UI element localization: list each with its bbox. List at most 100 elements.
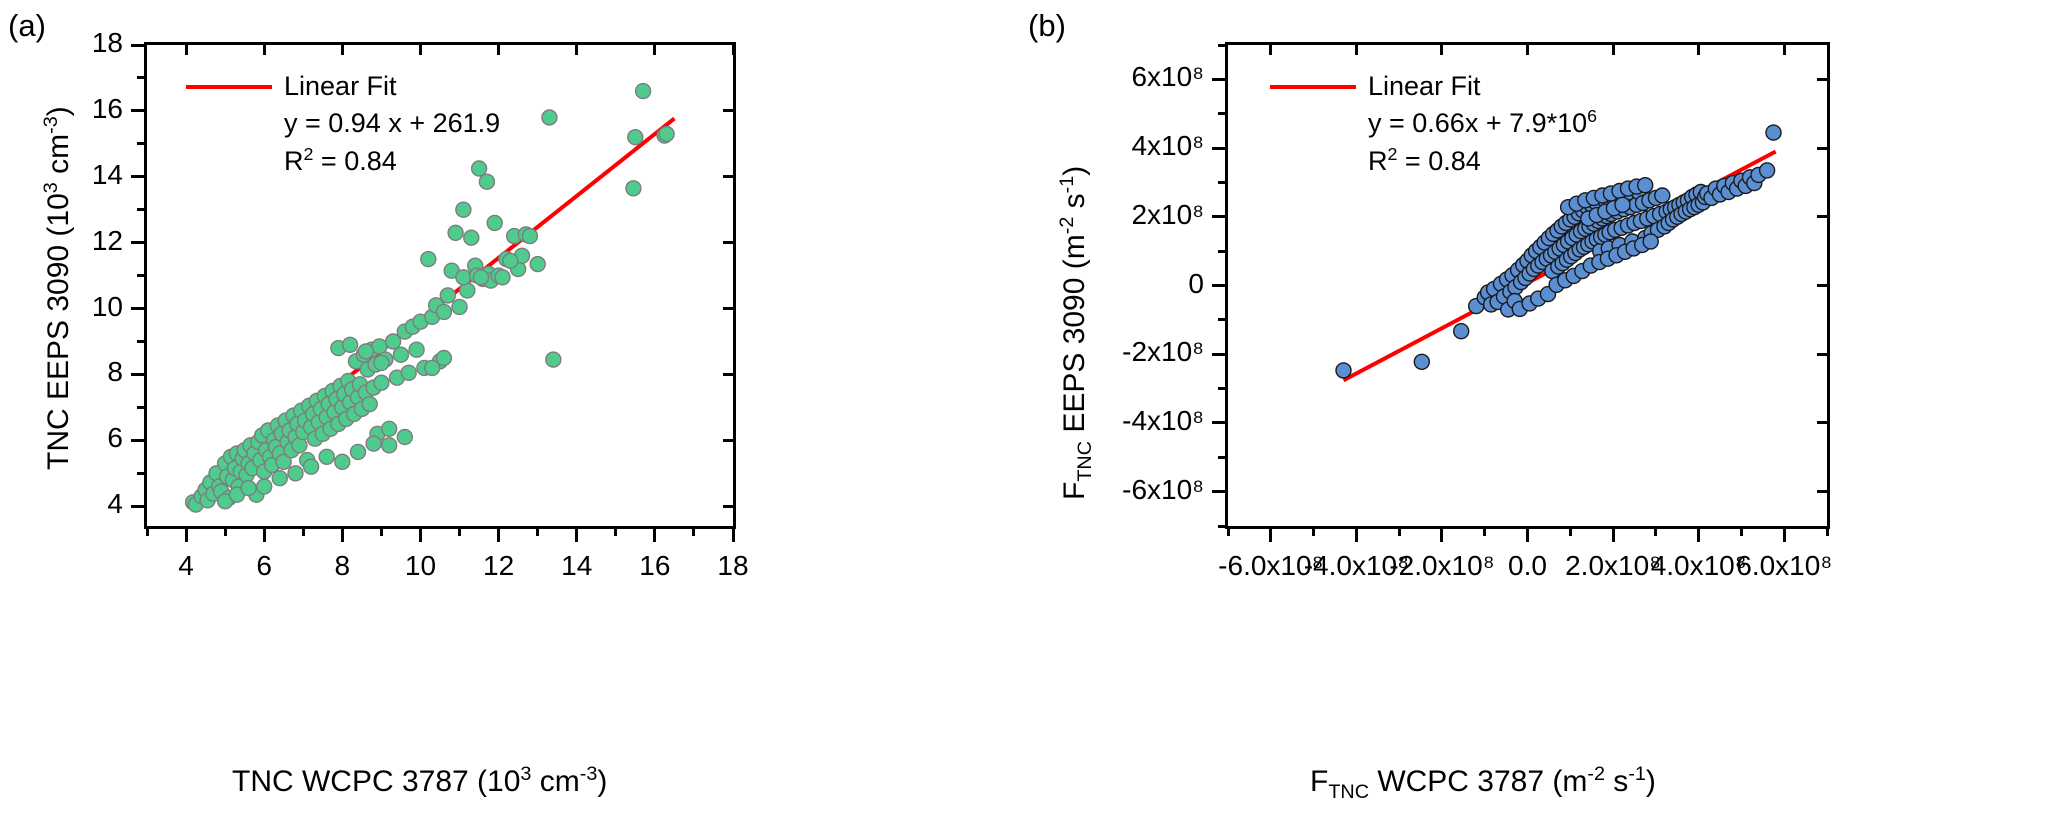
y-tick-label: 6x10⁸ (1131, 61, 1204, 93)
x-top-tick (262, 45, 266, 55)
x-minor-tick (379, 529, 383, 536)
y-tick-label: -4x10⁸ (1122, 404, 1204, 436)
data-point (349, 443, 367, 461)
x-tick-label: 4 (178, 550, 194, 581)
x-major-tick (1697, 529, 1701, 542)
y-minor-tick (1218, 180, 1225, 184)
x-top-tick (1697, 45, 1701, 55)
data-point (472, 269, 490, 286)
data-point (447, 224, 464, 242)
y-minor-tick (137, 340, 144, 343)
x-major-tick (1269, 529, 1273, 542)
x-minor-tick (614, 529, 618, 536)
y-right-tick (723, 372, 733, 376)
x-minor-tick (1568, 529, 1572, 536)
data-point (380, 420, 398, 437)
data-point (1758, 162, 1776, 179)
y-minor-tick (137, 274, 144, 278)
y-minor-tick (1218, 524, 1225, 528)
x-major-tick (653, 529, 657, 542)
y-tick-label: 14 (91, 158, 123, 190)
data-point (380, 437, 398, 454)
x-major-tick (1354, 529, 1358, 542)
data-point (361, 395, 378, 413)
data-point (541, 109, 558, 126)
y-tick-label: 18 (91, 27, 123, 58)
x-tick-label: 18 (717, 550, 749, 581)
x-major-tick (1782, 529, 1786, 542)
panel-b-legend: Linear Fit y = 0.66x + 7.9*106 R2 = 0.84 (1270, 68, 1597, 180)
x-minor-tick (1483, 529, 1487, 536)
x-major-tick (340, 529, 344, 542)
x-tick-label: 0.0 (1508, 550, 1547, 581)
panel-a-legend-series: Linear Fit (186, 68, 500, 105)
data-point (408, 341, 425, 358)
y-major-tick (1212, 284, 1225, 287)
x-minor-tick (692, 529, 696, 536)
x-minor-tick (1397, 529, 1401, 536)
x-major-tick (418, 529, 422, 542)
panel-a-scatter-canvas (184, 82, 676, 513)
data-point (396, 428, 413, 446)
x-minor-tick (1654, 529, 1658, 536)
y-major-tick (1212, 352, 1225, 356)
data-point (1452, 323, 1470, 340)
data-point (1642, 233, 1659, 250)
panel-b-y-axis-title: FTNC EEPS 3090 (m-2 s-1) (1056, 165, 1096, 500)
x-tick-label: 6.0x10⁸ (1736, 550, 1833, 581)
x-tick-label: 14 (561, 550, 593, 581)
x-minor-tick (1226, 529, 1230, 536)
y-minor-tick (1218, 43, 1225, 47)
data-point (392, 346, 410, 363)
y-right-tick (1817, 146, 1827, 150)
data-point (287, 465, 304, 482)
panel-b-legend-label: Linear Fit (1368, 71, 1481, 101)
x-major-tick (184, 529, 188, 542)
panel-a-plot-area (144, 42, 736, 529)
data-point (451, 298, 468, 316)
data-point (455, 269, 472, 286)
y-right-tick (1817, 77, 1827, 81)
y-major-tick (1212, 77, 1225, 81)
y-tick-label: 4x10⁸ (1131, 130, 1204, 162)
x-tick-label: 10 (404, 550, 437, 581)
y-minor-tick (1218, 387, 1225, 391)
x-top-tick (731, 45, 735, 55)
panel-b-fit-equation: y = 0.66x + 7.9*106 (1368, 106, 1598, 139)
x-top-tick (497, 45, 501, 55)
x-top-tick (1354, 45, 1358, 55)
data-point (470, 160, 488, 177)
y-right-tick (723, 438, 733, 442)
data-point (341, 336, 359, 353)
data-point (463, 229, 480, 246)
data-point (365, 435, 382, 452)
data-point (1335, 362, 1352, 379)
x-minor-tick (301, 529, 305, 536)
panel-a-legend: Linear Fit y = 0.94 x + 261.9 R2 = 0.84 (186, 68, 500, 180)
data-point (439, 287, 456, 304)
x-minor-tick (1825, 529, 1829, 536)
data-point (271, 470, 289, 487)
x-tick-label: 2.0x10⁸ (1565, 550, 1661, 581)
data-point (373, 354, 390, 372)
y-major-tick (131, 372, 144, 376)
y-right-tick (1817, 490, 1827, 494)
panel-b-r-squared: R2 = 0.84 (1368, 143, 1481, 176)
x-minor-tick (223, 529, 227, 536)
data-point (1614, 196, 1631, 214)
y-major-tick (1212, 146, 1225, 150)
panel-b-x-axis-title: FTNC WCPC 3787 (m-2 s-1) (1310, 763, 1656, 803)
x-top-tick (1611, 45, 1615, 55)
y-major-tick (131, 175, 144, 179)
y-right-tick (723, 175, 733, 179)
data-point (435, 349, 453, 367)
x-major-tick (575, 529, 579, 542)
x-minor-tick (458, 529, 462, 536)
y-minor-tick (1218, 318, 1225, 322)
y-tick-label: -6x10⁸ (1122, 473, 1204, 505)
data-point (373, 374, 390, 391)
y-minor-tick (1218, 455, 1225, 459)
data-point (658, 125, 675, 143)
data-point (1413, 353, 1431, 370)
